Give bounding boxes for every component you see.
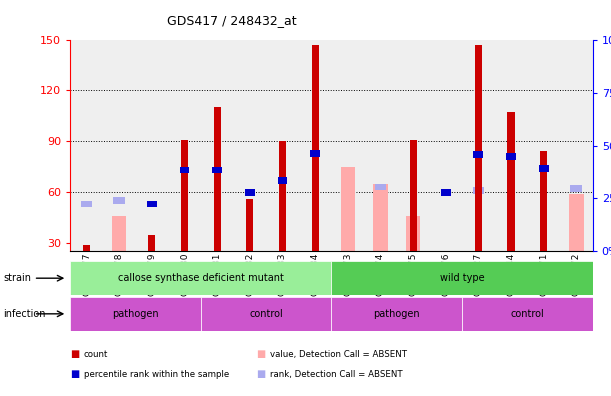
Text: rank, Detection Call = ABSENT: rank, Detection Call = ABSENT	[270, 370, 403, 379]
Bar	[181, 140, 188, 251]
Bar	[462, 297, 593, 331]
Bar	[279, 141, 286, 251]
Bar	[312, 45, 319, 251]
Bar	[214, 107, 221, 251]
Bar	[539, 165, 549, 172]
Bar	[462, 40, 495, 251]
Bar	[331, 40, 364, 251]
Bar	[331, 297, 462, 331]
Text: ■: ■	[257, 369, 266, 379]
Bar	[147, 201, 157, 208]
Bar	[430, 40, 462, 251]
Text: pathogen: pathogen	[112, 309, 159, 319]
Bar	[114, 197, 125, 204]
Bar	[375, 184, 386, 190]
Bar	[373, 184, 387, 251]
Bar	[397, 40, 430, 251]
Text: GDS417 / 248432_at: GDS417 / 248432_at	[167, 14, 297, 27]
Text: callose synthase deficient mutant: callose synthase deficient mutant	[118, 273, 284, 283]
Text: ■: ■	[70, 369, 79, 379]
Bar	[340, 167, 355, 251]
Bar	[310, 150, 320, 156]
Bar	[70, 261, 331, 295]
Bar	[560, 40, 593, 251]
Bar	[266, 40, 299, 251]
Text: pathogen: pathogen	[373, 309, 420, 319]
Bar	[201, 297, 331, 331]
Text: ■: ■	[70, 349, 79, 360]
Bar	[299, 40, 331, 251]
Bar	[508, 112, 514, 251]
Bar	[83, 245, 90, 251]
Bar	[70, 297, 201, 331]
Text: count: count	[84, 350, 108, 359]
Text: control: control	[511, 309, 544, 319]
Bar	[527, 40, 560, 251]
Bar	[364, 40, 397, 251]
Bar	[540, 151, 547, 251]
Bar	[506, 153, 516, 160]
Text: ■: ■	[257, 349, 266, 360]
Bar	[112, 216, 126, 251]
Bar	[439, 251, 453, 263]
Bar	[406, 216, 420, 251]
Bar	[277, 177, 287, 184]
Bar	[474, 151, 483, 158]
Text: infection: infection	[3, 309, 46, 319]
Text: control: control	[249, 309, 283, 319]
Bar	[472, 187, 485, 194]
Text: percentile rank within the sample: percentile rank within the sample	[84, 370, 229, 379]
Bar	[103, 40, 136, 251]
Bar	[233, 40, 266, 251]
Bar	[148, 234, 155, 251]
Bar	[168, 40, 201, 251]
Bar	[331, 261, 593, 295]
Text: wild type: wild type	[440, 273, 485, 283]
Bar	[495, 40, 527, 251]
Bar	[571, 185, 582, 192]
Bar	[201, 40, 233, 251]
Bar	[409, 140, 417, 251]
Bar	[70, 40, 103, 251]
Bar	[180, 167, 189, 173]
Bar	[136, 40, 168, 251]
Bar	[212, 167, 222, 173]
Bar	[246, 199, 254, 251]
Bar	[245, 189, 255, 196]
Bar	[475, 45, 482, 251]
Bar	[569, 194, 584, 251]
Text: strain: strain	[3, 273, 31, 283]
Bar	[441, 189, 451, 196]
Bar	[81, 201, 92, 208]
Text: value, Detection Call = ABSENT: value, Detection Call = ABSENT	[270, 350, 407, 359]
